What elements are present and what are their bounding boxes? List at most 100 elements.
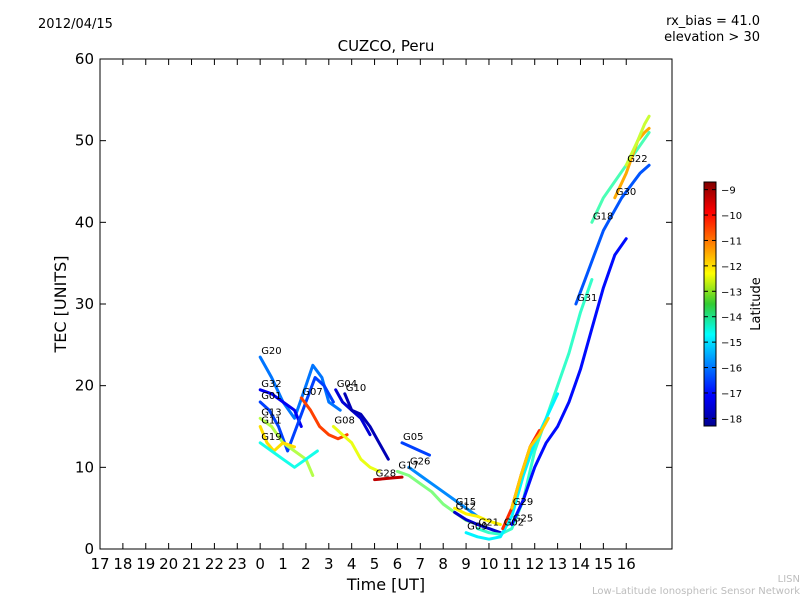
credit: LISN Low-Latitude Ionospheric Sensor Net… bbox=[592, 574, 800, 598]
y-tick-label: 20 bbox=[75, 377, 94, 395]
y-tick-label: 60 bbox=[75, 50, 94, 68]
label-G11: G11 bbox=[261, 416, 281, 427]
x-tick-label: 16 bbox=[617, 555, 636, 573]
label-G21: G21 bbox=[479, 518, 499, 529]
series-G05 bbox=[400, 441, 431, 457]
x-tick-label: 1 bbox=[278, 555, 288, 573]
colorbar-tick-label: −11 bbox=[721, 236, 742, 247]
rx-bias-label: rx_bias = 41.0 bbox=[666, 14, 760, 29]
label-G01: G01 bbox=[261, 391, 281, 402]
x-axis-label: Time [UT] bbox=[346, 575, 425, 594]
label-G26: G26 bbox=[410, 456, 430, 467]
label-G05: G05 bbox=[403, 432, 423, 443]
x-tick-label: 22 bbox=[205, 555, 224, 573]
series-G31 bbox=[574, 163, 651, 306]
label-G02: G02 bbox=[504, 518, 524, 529]
label-G09: G09 bbox=[467, 522, 487, 533]
label-G25: G25 bbox=[513, 514, 533, 525]
label-G32: G32 bbox=[261, 379, 281, 390]
label-G22: G22 bbox=[627, 154, 647, 165]
x-tick-label: 12 bbox=[525, 555, 544, 573]
series-G26 bbox=[407, 465, 479, 518]
series-G21 bbox=[476, 278, 594, 536]
series-G32 bbox=[258, 388, 303, 428]
series-G12 bbox=[453, 510, 502, 535]
label-G15: G15 bbox=[456, 497, 476, 508]
colorbar-tick-label: −18 bbox=[721, 414, 742, 425]
label-G10: G10 bbox=[346, 383, 366, 394]
colorbar-tick-label: −12 bbox=[721, 262, 742, 273]
chart-title: CUZCO, Peru bbox=[337, 37, 435, 55]
x-tick-label: 11 bbox=[502, 555, 521, 573]
y-axis-ticks: 0 10 20 30 40 50 60 bbox=[75, 50, 672, 558]
colorbar-tick-label: −13 bbox=[721, 287, 742, 298]
y-tick-label: 30 bbox=[75, 295, 94, 313]
satellite-labels: G20G32G01G13G11G19G07G04G10G08G28G05G26G… bbox=[261, 154, 647, 533]
credit-line-2: Low-Latitude Ionospheric Sensor Network bbox=[592, 586, 800, 597]
colorbar-ticks: −9 −10 −11 −12 −13 −14 −15 −16 −17 −18 bbox=[704, 186, 742, 425]
colorbar-tick-label: −15 bbox=[721, 338, 742, 349]
label-G29: G29 bbox=[513, 497, 533, 508]
series-G10 bbox=[343, 392, 390, 461]
series-G15 bbox=[453, 506, 502, 526]
series-G28 bbox=[373, 475, 404, 482]
y-tick-label: 10 bbox=[75, 458, 94, 476]
label-G31: G31 bbox=[577, 293, 597, 304]
x-tick-label: 21 bbox=[182, 555, 201, 573]
y-axis-label: TEC [UNITS] bbox=[51, 256, 70, 354]
colorbar-label: Latitude bbox=[749, 277, 764, 331]
colorbar-tick-label: −10 bbox=[721, 211, 742, 222]
label-G28: G28 bbox=[376, 469, 396, 480]
x-tick-label: 0 bbox=[255, 555, 265, 573]
x-tick-label: 8 bbox=[438, 555, 448, 573]
x-tick-label: 5 bbox=[370, 555, 380, 573]
series-G08 bbox=[331, 425, 381, 473]
elevation-label: elevation > 30 bbox=[664, 30, 760, 45]
x-tick-label: 23 bbox=[228, 555, 247, 573]
series-layer bbox=[258, 114, 651, 541]
x-tick-label: 13 bbox=[548, 555, 567, 573]
colorbar-tick-label: −9 bbox=[721, 186, 736, 197]
label-G07: G07 bbox=[302, 387, 322, 398]
label-G12: G12 bbox=[456, 501, 476, 512]
series-G07 bbox=[299, 396, 349, 441]
label-G30: G30 bbox=[616, 187, 636, 198]
label-G18: G18 bbox=[593, 211, 613, 222]
x-tick-label: 6 bbox=[393, 555, 403, 573]
label-G08: G08 bbox=[334, 416, 354, 427]
x-tick-label: 19 bbox=[136, 555, 155, 573]
date-label: 2012/04/15 bbox=[38, 17, 113, 32]
label-G04: G04 bbox=[337, 379, 357, 390]
colorbar bbox=[703, 181, 717, 427]
series-G18 bbox=[590, 131, 651, 224]
colorbar-tick-label: −14 bbox=[721, 313, 742, 324]
series-G25 bbox=[510, 237, 628, 526]
y-tick-label: 50 bbox=[75, 132, 94, 150]
x-tick-label: 18 bbox=[113, 555, 132, 573]
x-tick-label: 9 bbox=[461, 555, 471, 573]
x-tick-label: 17 bbox=[90, 555, 109, 573]
x-tick-label: 14 bbox=[571, 555, 590, 573]
colorbar-tick-label: −17 bbox=[721, 389, 742, 400]
y-tick-label: 40 bbox=[75, 213, 94, 231]
x-tick-label: 4 bbox=[347, 555, 357, 573]
x-tick-label: 10 bbox=[479, 555, 498, 573]
series-G29 bbox=[510, 416, 550, 510]
series-G20 bbox=[258, 355, 342, 420]
label-G17: G17 bbox=[398, 460, 418, 471]
x-tick-label: 3 bbox=[324, 555, 334, 573]
bias-info: rx_bias = 41.0 elevation > 30 bbox=[664, 14, 760, 46]
series-G01 bbox=[258, 376, 335, 453]
x-tick-label: 7 bbox=[416, 555, 426, 573]
y-tick-label: 0 bbox=[84, 540, 94, 558]
x-axis-ticks: 17 18 19 20 21 22 23 0 1 2 3 4 5 6 7 8 9 10 11 12 13 14 15 16 bbox=[90, 59, 636, 573]
series-G19 bbox=[258, 441, 319, 469]
x-tick-label: 2 bbox=[301, 555, 311, 573]
series-G13 bbox=[258, 416, 315, 477]
x-tick-label: 20 bbox=[159, 555, 178, 573]
label-G13: G13 bbox=[261, 407, 281, 418]
label-G20: G20 bbox=[261, 346, 281, 357]
label-G19: G19 bbox=[261, 432, 281, 443]
credit-line-1: LISN bbox=[777, 574, 800, 585]
